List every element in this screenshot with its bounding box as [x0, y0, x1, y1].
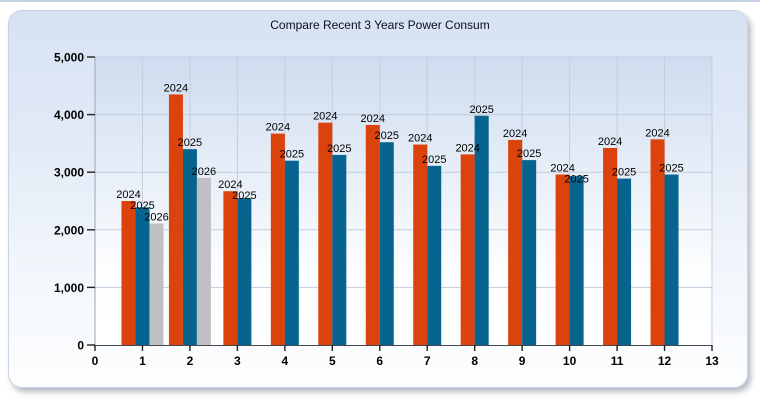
x-tick-label: 8: [471, 354, 478, 368]
bar-2024-month-11: [603, 148, 618, 345]
bar-label: 2024: [550, 163, 574, 175]
x-tick-label: 5: [329, 354, 336, 368]
bar-2026-month-1: [149, 223, 164, 345]
x-tick-label: 13: [705, 354, 719, 368]
bar-2025-month-5: [332, 154, 347, 345]
bar-2025-month-1: [135, 207, 150, 345]
x-tick-label: 6: [376, 354, 383, 368]
bar-label: 2024: [266, 122, 290, 134]
x-tick-label: 3: [234, 354, 241, 368]
x-tick-label: 0: [92, 354, 99, 368]
bar-2025-month-10: [569, 176, 584, 345]
bar-2025-month-12: [664, 174, 679, 345]
bar-2025-month-7: [427, 165, 442, 345]
bar-2024-month-4: [270, 133, 285, 345]
bar-label: 2025: [469, 104, 493, 116]
x-tick-label: 4: [282, 354, 289, 368]
bar-label: 2024: [455, 142, 479, 154]
bar-label: 2024: [116, 189, 140, 201]
bar-label: 2025: [422, 154, 446, 166]
bar-label: 2025: [375, 130, 399, 142]
bar-2025-month-4: [284, 160, 299, 345]
bar-2024-month-9: [508, 139, 523, 345]
bar-label: 2025: [130, 200, 154, 212]
bar-label: 2026: [192, 166, 216, 178]
bar-2025-month-11: [617, 178, 632, 345]
chart-title: Compare Recent 3 Years Power Consum: [270, 18, 490, 32]
bar-2024-month-2: [168, 94, 183, 345]
bar-2024-month-6: [365, 124, 380, 345]
bar-label: 2025: [659, 163, 683, 175]
bar-2025-month-3: [237, 198, 252, 345]
bar-2024-month-3: [223, 191, 238, 345]
bar-2024-month-12: [650, 139, 665, 345]
bar-2024-month-8: [460, 154, 475, 345]
bar-2025-month-6: [379, 142, 394, 345]
bar-2025-month-8: [474, 115, 489, 345]
x-tick-label: 2: [187, 354, 194, 368]
x-tick-label: 10: [563, 354, 577, 368]
bar-label: 2025: [232, 190, 256, 202]
x-tick-label: 7: [424, 354, 431, 368]
y-tick-label: 2,000: [54, 223, 84, 237]
y-tick-label: 5,000: [54, 51, 84, 65]
bar-label: 2025: [517, 148, 541, 160]
bar-label: 2024: [313, 111, 337, 123]
bar-2024-month-7: [413, 144, 428, 345]
x-tick-label: 1: [139, 354, 146, 368]
bar-2024-month-5: [318, 122, 333, 345]
bar-label: 2025: [178, 137, 202, 149]
bar-label: 2026: [144, 211, 168, 223]
bar-label: 2024: [503, 128, 527, 140]
bar-label: 2025: [564, 174, 588, 186]
bar-label: 2024: [645, 127, 669, 139]
y-tick-label: 1,000: [54, 281, 84, 295]
y-tick-label: 3,000: [54, 166, 84, 180]
bar-2025-month-2: [182, 149, 197, 345]
y-tick-label: 4,000: [54, 108, 84, 122]
bar-label: 2024: [598, 136, 622, 148]
bar-label: 2025: [612, 167, 636, 179]
bar-label: 2025: [280, 149, 304, 161]
bar-label: 2024: [361, 113, 385, 125]
x-tick-label: 11: [611, 354, 624, 368]
bar-2025-month-9: [522, 160, 537, 345]
x-tick-label: 12: [658, 354, 672, 368]
bar-label: 2024: [218, 179, 242, 191]
bar-label: 2025: [327, 143, 351, 155]
bar-2026-month-2: [196, 177, 211, 345]
x-tick-label: 9: [519, 354, 526, 368]
bar-2024-month-10: [555, 174, 570, 345]
bar-label: 2024: [408, 133, 432, 145]
y-tick-label: 0: [77, 339, 84, 353]
bar-label: 2024: [164, 82, 188, 94]
bar-2024-month-1: [121, 201, 136, 345]
